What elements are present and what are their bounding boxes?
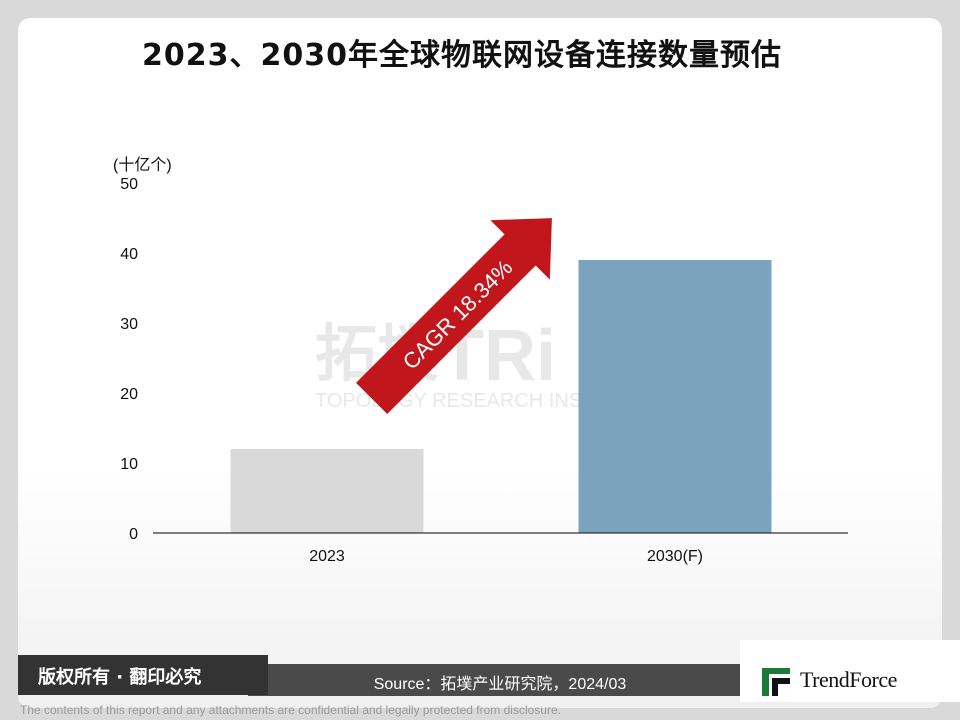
x-tick-label: 2030(F) (647, 548, 703, 565)
copyright-bar (18, 655, 268, 695)
bar-2 (578, 260, 772, 533)
y-tick-label: 0 (129, 526, 138, 543)
y-tick-label: 50 (120, 176, 138, 193)
y-tick-label: 10 (120, 456, 138, 473)
trendforce-logo-icon (762, 668, 790, 696)
y-tick-label: 30 (120, 316, 138, 333)
copyright-text: 版权所有 · 翻印必究 (38, 667, 202, 688)
logo-area (740, 640, 960, 702)
chart-title: 2023、2030年全球物联网设备连接数量预估 (142, 38, 782, 73)
slide (18, 18, 942, 708)
source-bar (248, 664, 748, 696)
y-tick-label: 40 (120, 246, 138, 263)
disclaimer: The contents of this report and any atta… (20, 703, 561, 717)
cagr-arrow-shape (356, 218, 552, 414)
y-tick-label: 20 (120, 386, 138, 403)
bar-1 (230, 449, 424, 533)
brand-logo-text: TrendForce (800, 667, 897, 692)
source-text: Source：拓墣产业研究院，2024/03 (373, 676, 627, 693)
x-tick-label: 2023 (309, 548, 345, 565)
unit-label: (十亿个) (113, 156, 172, 174)
